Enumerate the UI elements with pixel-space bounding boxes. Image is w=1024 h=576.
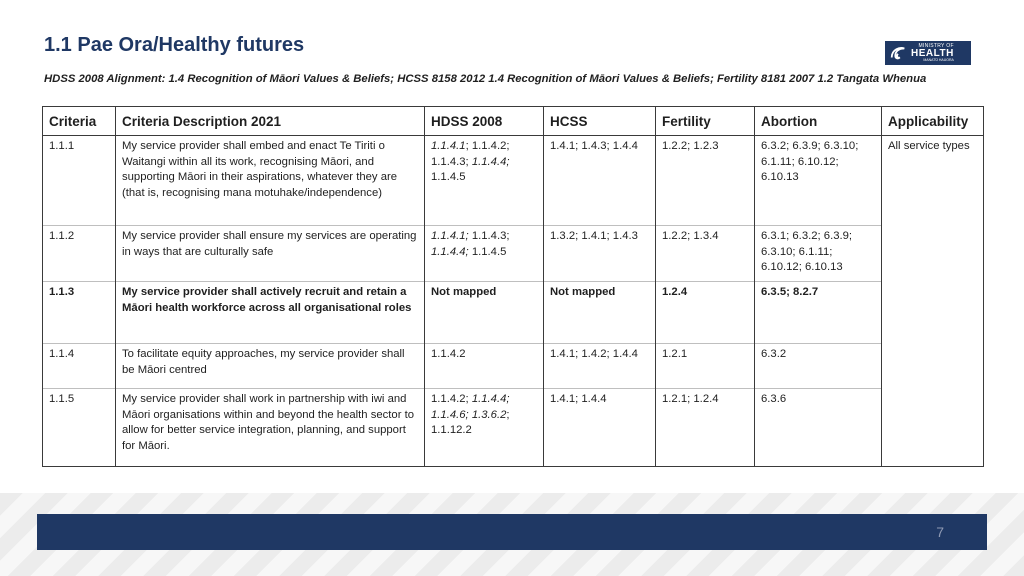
hdss-segment: ; 1.1.4.2; 1.1.4.3; — [431, 140, 510, 168]
description-cell: To facilitate equity approaches, my serv… — [115, 343, 425, 389]
criteria-cell: 1.1.5 — [42, 388, 116, 467]
table-header-row: Criteria Criteria Description 2021 HDSS … — [42, 106, 984, 136]
hdss-cell: 1.1.4.1; 1.1.4.3; 1.1.4.4; 1.1.4.5 — [424, 225, 544, 282]
table-row: 1.1.4 To facilitate equity approaches, my… — [42, 343, 984, 389]
logo-line2: HEALTH — [911, 47, 954, 59]
logo-line1: MINISTRY OF — [918, 42, 954, 49]
hdss-segment: 1.1.4.4; — [431, 245, 469, 258]
abortion-cell: 6.3.1; 6.3.2; 6.3.9; 6.3.10; 6.1.11; 6.1… — [754, 225, 882, 282]
hcss-cell: 1.4.1; 1.4.4 — [543, 388, 656, 467]
abortion-cell: 6.3.2 — [754, 343, 882, 389]
hdss-cell: 1.1.4.1; 1.1.4.2; 1.1.4.3; 1.1.4.4; 1.1.… — [424, 135, 544, 226]
hdss-segment: ; 1.1.12.2 — [431, 408, 510, 437]
description-cell: My service provider shall embed and enac… — [115, 135, 425, 226]
header-hdss: HDSS 2008 — [424, 106, 544, 136]
hdss-cell: 1.1.4.2 — [424, 343, 544, 389]
hdss-segment: 1.1.4.2; — [431, 393, 472, 405]
fertility-cell: 1.2.2; 1.2.3 — [655, 135, 755, 226]
logo-swirl-icon — [890, 47, 905, 60]
fertility-cell: 1.2.1; 1.2.4 — [655, 388, 755, 467]
fertility-cell: 1.2.2; 1.3.4 — [655, 225, 755, 282]
applicability-cell: All service types — [881, 135, 984, 467]
hcss-cell: 1.3.2; 1.4.1; 1.4.3 — [543, 225, 656, 282]
abortion-cell: 6.3.6 — [754, 388, 882, 467]
header-applicability: Applicability — [881, 106, 984, 136]
criteria-table: Criteria Criteria Description 2021 HDSS … — [42, 106, 984, 467]
description-cell: My service provider shall work in partne… — [115, 388, 425, 467]
table-row: 1.1.2 My service provider shall ensure my… — [42, 225, 984, 282]
hdss-segment: 1.1.4.1 — [431, 140, 466, 152]
hdss-cell: 1.1.4.2; 1.1.4.4; 1.1.4.6; 1.3.6.2; 1.1.… — [424, 388, 544, 467]
description-cell: My service provider shall ensure my serv… — [115, 225, 425, 282]
page-number: 7 — [936, 524, 944, 540]
alignment-subtitle: HDSS 2008 Alignment: 1.4 Recognition of … — [44, 73, 927, 85]
hdss-segment: 1.1.4.4; 1.1.4.6; 1.3.6.2 — [431, 393, 510, 421]
logo-line3: MANATŪ HAUORA — [923, 57, 954, 62]
table-row: 1.1.1 My service provider shall embed and… — [42, 135, 984, 467]
page-title: 1.1 Pae Ora/Healthy futures — [44, 34, 305, 56]
fertility-cell: 1.2.4 — [655, 281, 755, 344]
criteria-cell: 1.1.1 — [42, 135, 116, 226]
hdss-segment: 1.1.4.5 — [431, 171, 466, 183]
header-abortion: Abortion — [754, 106, 882, 136]
hdss-segment: 1.1.4.5 — [468, 245, 507, 258]
hdss-segment: 1.1.4.4; — [471, 155, 510, 168]
header-fertility: Fertility — [655, 106, 755, 136]
header-description: Criteria Description 2021 — [115, 106, 425, 136]
table-row: 1.1.5 My service provider shall work in p… — [42, 388, 984, 467]
hdss-segment: 1.1.4.3; — [468, 230, 510, 242]
ministry-of-health-logo: MINISTRY OF HEALTH MANATŪ HAUORA — [885, 41, 971, 65]
hcss-cell: 1.4.1; 1.4.2; 1.4.4 — [543, 343, 656, 389]
hdss-segment: 1.1.4.1; — [431, 230, 469, 242]
abortion-cell: 6.3.5; 8.2.7 — [754, 281, 882, 344]
hdss-segment: 1.1.4.2 — [431, 348, 466, 360]
hdss-cell: Not mapped — [424, 281, 544, 344]
criteria-cell: 1.1.4 — [42, 343, 116, 389]
description-cell: My service provider shall actively recru… — [115, 281, 425, 344]
fertility-cell: 1.2.1 — [655, 343, 755, 389]
hcss-cell: 1.4.1; 1.4.3; 1.4.4 — [543, 135, 656, 226]
criteria-cell: 1.1.3 — [42, 281, 116, 344]
footer-bar — [37, 514, 987, 550]
header-hcss: HCSS — [543, 106, 656, 136]
hcss-cell: Not mapped — [543, 281, 656, 344]
table-row: 1.1.3 My service provider shall actively … — [42, 281, 984, 344]
abortion-cell: 6.3.2; 6.3.9; 6.3.10; 6.1.11; 6.10.12; 6… — [754, 135, 882, 226]
hdss-segment: Not mapped — [431, 286, 497, 298]
header-criteria: Criteria — [42, 106, 116, 136]
criteria-cell: 1.1.2 — [42, 225, 116, 282]
